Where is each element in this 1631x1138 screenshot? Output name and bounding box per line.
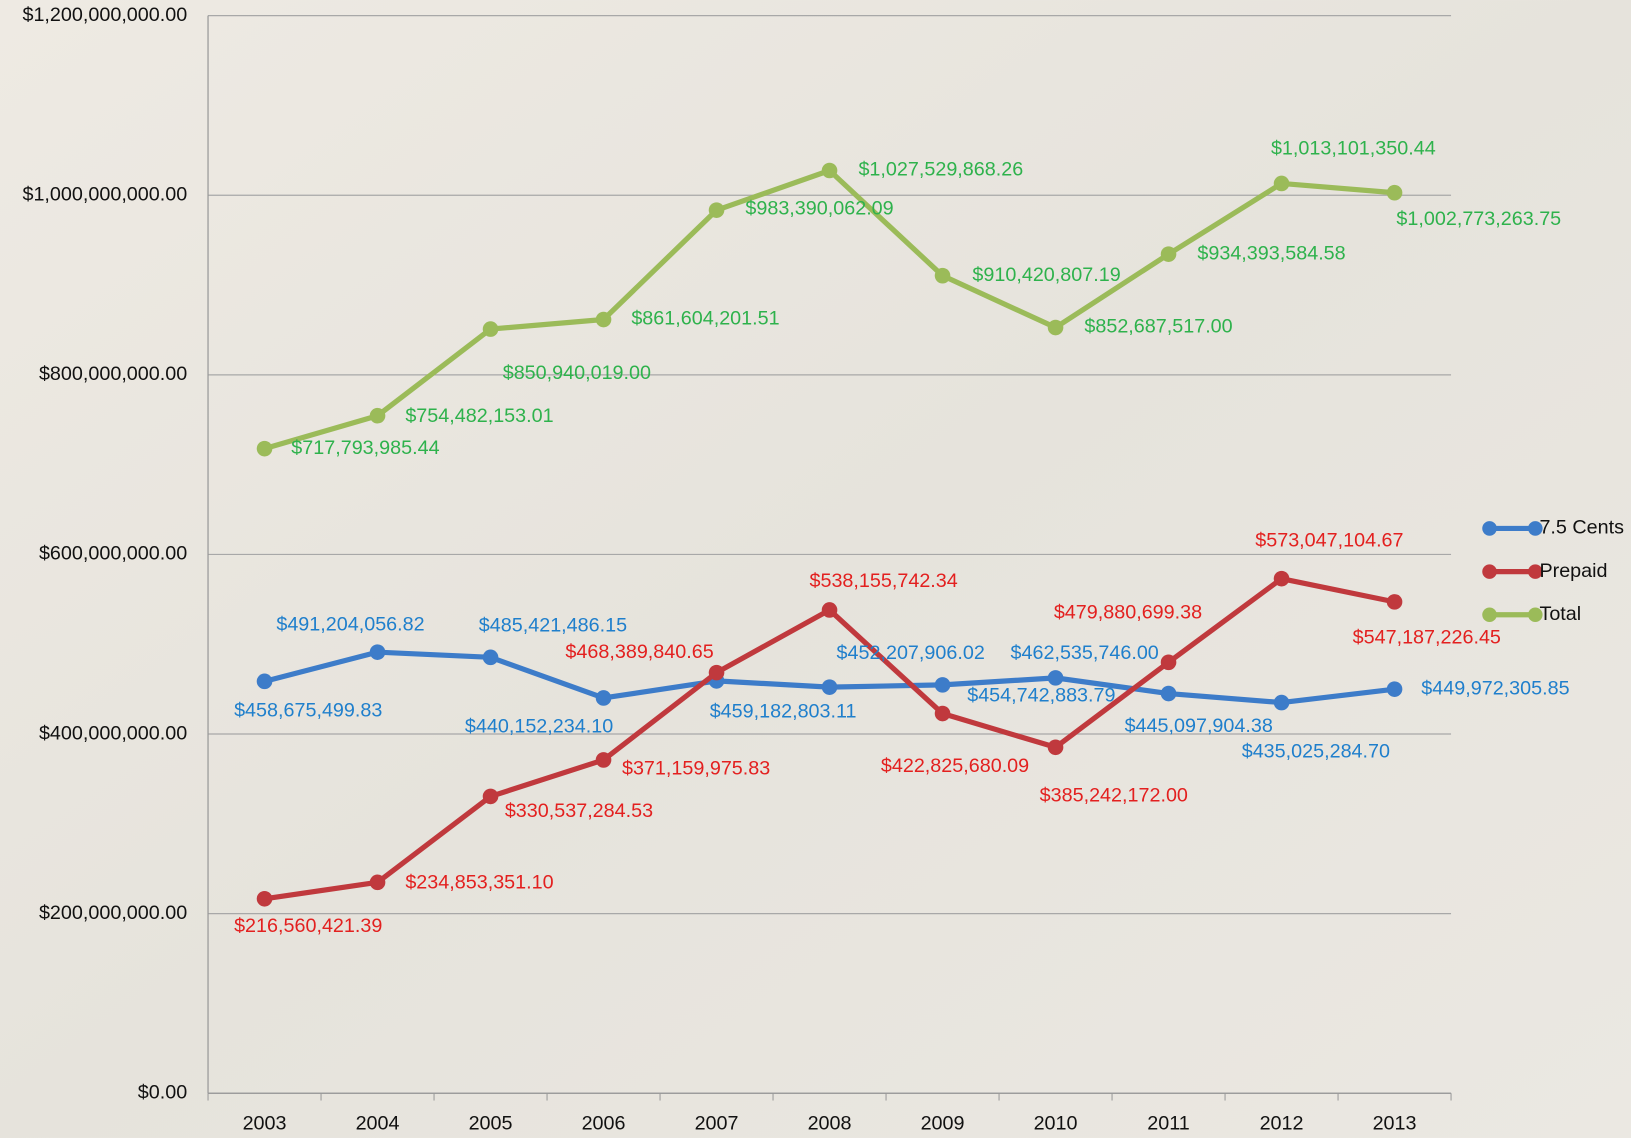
legend-label: Total (1539, 603, 1581, 625)
data-label: $468,389,840.65 (565, 641, 713, 663)
data-point (595, 690, 612, 706)
x-tick-label: 2006 (582, 1113, 626, 1135)
data-point (1047, 319, 1064, 336)
data-label: $454,742,883.79 (967, 685, 1115, 707)
data-point (369, 874, 386, 891)
legend-marker (1482, 521, 1497, 536)
data-label: $754,482,153.01 (405, 405, 553, 427)
data-label: $435,025,284.70 (1242, 741, 1390, 763)
legend-marker (1528, 607, 1543, 623)
data-point (256, 440, 273, 457)
x-tick-label: 2012 (1260, 1113, 1304, 1135)
x-tick-label: 2010 (1034, 1113, 1078, 1135)
data-point (934, 267, 951, 284)
data-label: $491,204,056.82 (276, 613, 424, 635)
data-point (821, 162, 838, 179)
y-tick-label: $200,000,000.00 (39, 902, 187, 924)
data-point (256, 673, 273, 690)
data-point (369, 644, 386, 660)
data-label: $234,853,351.10 (405, 872, 553, 894)
data-label: $983,390,062.09 (745, 197, 893, 219)
data-point (1273, 570, 1290, 587)
y-tick-label: $600,000,000.00 (39, 543, 187, 565)
data-point (1386, 594, 1403, 610)
x-tick-label: 2013 (1373, 1113, 1417, 1135)
data-label: $1,013,101,350.44 (1271, 137, 1436, 159)
data-label: $452,207,906.02 (837, 642, 985, 664)
data-point (482, 649, 499, 666)
data-label: $216,560,421.39 (234, 915, 382, 937)
data-label: $1,002,773,263.75 (1396, 208, 1561, 230)
data-label: $449,972,305.85 (1421, 677, 1569, 699)
y-tick-label: $400,000,000.00 (39, 722, 187, 744)
data-label: $538,155,742.34 (809, 570, 957, 592)
data-label: $459,182,803.11 (710, 700, 857, 722)
data-label: $852,687,517.00 (1084, 316, 1232, 338)
plot-area: $0.00 $200,000,000.00 $400,000,000.00 $600,… (22, 4, 1624, 1135)
data-point (595, 311, 612, 328)
data-point (595, 752, 612, 768)
data-label: $934,393,584.58 (1197, 242, 1345, 264)
y-tick-label: $0.00 (138, 1081, 187, 1103)
data-point (934, 677, 951, 693)
data-point (934, 705, 951, 722)
data-point (482, 788, 499, 805)
legend-marker (1482, 607, 1497, 623)
data-point (1160, 654, 1177, 671)
y-tick-label: $800,000,000.00 (39, 363, 187, 385)
data-label: $458,675,499.83 (234, 700, 382, 722)
data-label: $440,152,234.10 (465, 715, 613, 737)
data-point (708, 202, 725, 218)
data-point (821, 602, 838, 618)
data-point (369, 407, 386, 424)
data-point (1273, 694, 1290, 711)
data-point (1160, 685, 1177, 702)
data-label: $422,825,680.09 (881, 755, 1029, 777)
x-tick-label: 2004 (356, 1113, 400, 1135)
legend-marker (1528, 564, 1543, 579)
data-label: $330,537,284.53 (505, 800, 653, 822)
data-point (1047, 670, 1064, 686)
x-tick-label: 2005 (469, 1113, 513, 1135)
data-label: $910,420,807.19 (972, 264, 1120, 286)
data-point (1047, 739, 1064, 756)
data-label: $485,421,486.15 (479, 614, 627, 636)
x-tick-label: 2007 (695, 1113, 739, 1135)
data-label: $479,880,699.38 (1054, 602, 1202, 624)
data-label: $547,187,226.45 (1353, 626, 1501, 648)
data-point (1273, 175, 1290, 192)
data-point (1160, 246, 1177, 262)
data-point (821, 679, 838, 695)
legend-marker (1482, 564, 1497, 579)
x-tick-label: 2008 (808, 1113, 852, 1135)
data-label: $371,159,975.83 (622, 758, 770, 780)
x-tick-label: 2009 (921, 1113, 965, 1135)
y-tick-label: $1,200,000,000.00 (22, 4, 187, 26)
data-label: $1,027,529,868.26 (858, 159, 1023, 181)
data-label: $445,097,904.38 (1125, 715, 1273, 737)
data-label: $861,604,201.51 (631, 308, 779, 330)
data-label: $717,793,985.44 (291, 437, 439, 459)
data-point (482, 321, 499, 337)
data-point (256, 890, 273, 907)
data-point (708, 664, 725, 681)
data-label: $573,047,104.67 (1255, 529, 1403, 551)
data-point (1386, 184, 1403, 201)
data-label: $385,242,172.00 (1040, 784, 1188, 806)
legend-label: 7.5 Cents (1539, 517, 1624, 539)
legend-marker (1528, 521, 1543, 536)
data-label: $462,535,746.00 (1011, 642, 1159, 664)
x-tick-label: 2011 (1147, 1113, 1189, 1135)
x-tick-label: 2003 (243, 1113, 287, 1135)
y-tick-label: $1,000,000,000.00 (22, 183, 187, 205)
legend-label: Prepaid (1539, 560, 1607, 582)
data-point (1386, 681, 1403, 697)
data-label: $850,940,019.00 (503, 362, 651, 384)
